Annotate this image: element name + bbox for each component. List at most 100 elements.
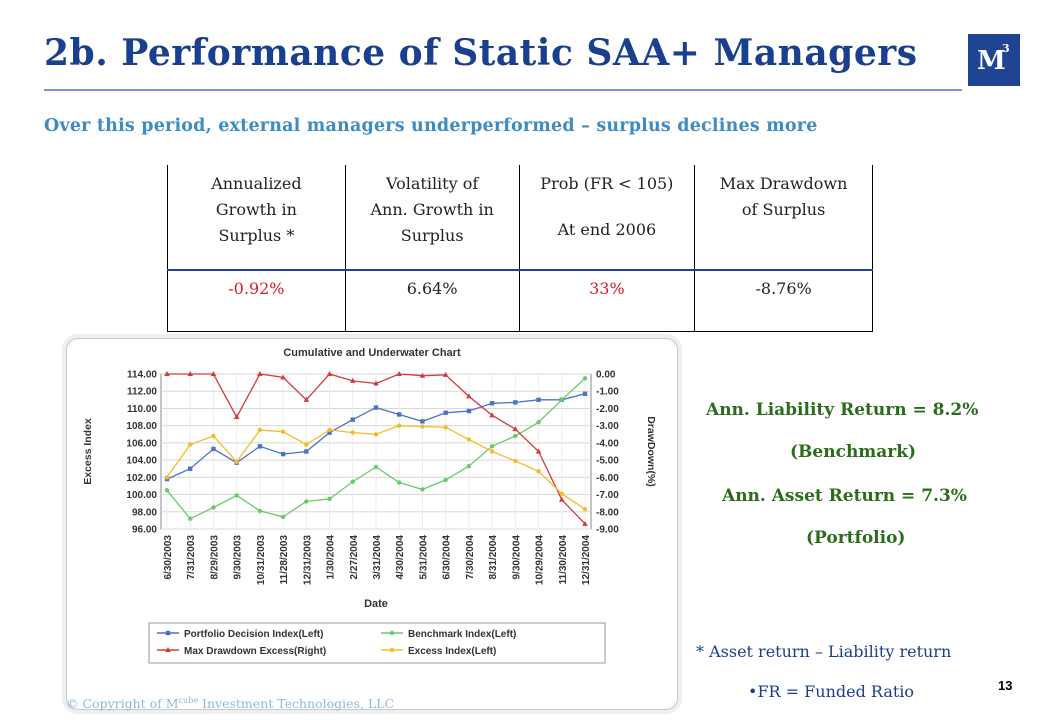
portfolio-decision-index-point bbox=[211, 446, 216, 452]
y-right-axis-label: DrawDown(%) bbox=[645, 416, 657, 487]
max-drawdown-excess-point bbox=[442, 371, 449, 377]
benchmark-index-point bbox=[489, 444, 495, 449]
max-drawdown-excess-point bbox=[582, 520, 588, 526]
excess-index-point bbox=[257, 427, 263, 433]
excess-index-point bbox=[211, 433, 216, 439]
benchmark-index-point bbox=[559, 397, 564, 403]
excess-index-point bbox=[443, 425, 448, 430]
y-left-tick-label: 96.00 bbox=[132, 525, 157, 536]
y-right-tick-label: -2.00 bbox=[596, 404, 619, 415]
max-drawdown-excess-point bbox=[466, 393, 472, 399]
y-left-axis-label: Excess Index bbox=[82, 418, 94, 485]
x-tick-label: 8/31/2004 bbox=[488, 535, 499, 580]
benchmark-index-point bbox=[327, 496, 332, 502]
benchmark-index-point bbox=[397, 480, 402, 485]
y-left-tick-label: 102.00 bbox=[126, 473, 157, 484]
y-right-tick-label: -9.00 bbox=[596, 525, 619, 536]
benchmark-index-point bbox=[373, 464, 379, 470]
benchmark-index-point bbox=[513, 433, 518, 439]
benchmark-index-point bbox=[420, 487, 425, 492]
y-right-tick-label: 0.00 bbox=[596, 370, 616, 381]
excess-index-point bbox=[489, 449, 495, 454]
benchmark-index-point bbox=[350, 479, 355, 484]
asset-return-note: Ann. Asset Return = 7.3% bbox=[722, 486, 967, 506]
company-logo: M 3 bbox=[968, 34, 1020, 86]
benchmark-index-point bbox=[164, 488, 170, 493]
max-drawdown-excess-point bbox=[512, 426, 519, 432]
x-tick-label: 12/31/2004 bbox=[581, 535, 592, 585]
y-right-tick-label: -5.00 bbox=[596, 456, 619, 467]
portfolio-decision-index-point bbox=[397, 412, 402, 417]
excess-index-point bbox=[397, 423, 402, 428]
x-tick-label: 10/29/2004 bbox=[535, 535, 546, 585]
legend-swatch-marker bbox=[165, 630, 171, 636]
max-drawdown-excess-point bbox=[164, 371, 170, 376]
x-tick-label: 6/30/2003 bbox=[163, 535, 174, 580]
chart-legend bbox=[148, 622, 606, 664]
copyright-notice: © Copyright of Mcube Investment Technolo… bbox=[66, 696, 395, 712]
portfolio-decision-index-point bbox=[466, 408, 472, 414]
chart-svg: Cumulative and Underwater Chart 114.00 112… bbox=[82, 347, 657, 664]
y-left-tick-label: 112.00 bbox=[127, 387, 157, 398]
x-tick-label: 12/31/2003 bbox=[302, 535, 313, 585]
x-tick-label: 4/30/2004 bbox=[395, 535, 406, 580]
value-prob-fr: 33% bbox=[518, 270, 696, 332]
excess-index-point bbox=[373, 432, 379, 437]
x-tick-label: 6/30/2004 bbox=[442, 535, 453, 580]
value-annualized-growth: -0.92% bbox=[167, 270, 346, 332]
portfolio-decision-index-point bbox=[420, 419, 425, 424]
header-volatility: Volatility of Ann. Growth in Surplus bbox=[344, 165, 520, 271]
x-tick-label: 2/27/2004 bbox=[349, 535, 360, 580]
portfolio-tag: (Portfolio) bbox=[806, 528, 906, 548]
max-drawdown-excess-point bbox=[280, 374, 286, 380]
legend-swatch-marker bbox=[165, 647, 171, 652]
metrics-table: Annualized Growth in Surplus * Volatility … bbox=[167, 165, 873, 332]
max-drawdown-excess-point bbox=[396, 371, 403, 376]
value-volatility: 6.64% bbox=[344, 270, 520, 332]
metrics-value-row: -0.92% 6.64% 33% -8.76% bbox=[167, 270, 873, 332]
portfolio-decision-index-point bbox=[304, 449, 309, 454]
y-left-tick-label: 114.00 bbox=[127, 370, 157, 381]
excess-index-point bbox=[280, 429, 286, 434]
logo-superscript: 3 bbox=[1002, 42, 1010, 55]
max-drawdown-excess-point bbox=[373, 380, 379, 386]
y-right-tick-label: -3.00 bbox=[596, 421, 619, 432]
header-annualized-growth: Annualized Growth in Surplus * bbox=[167, 165, 346, 271]
y-right-tick-label: -4.00 bbox=[596, 438, 619, 449]
header-prob-fr: Prob (FR < 105) At end 2006 bbox=[518, 165, 696, 271]
cumulative-underwater-chart: Cumulative and Underwater Chart 114.00 112… bbox=[66, 338, 678, 710]
x-tick-label: 9/30/2003 bbox=[233, 535, 244, 580]
portfolio-decision-index-point bbox=[280, 451, 286, 457]
excess-index-point bbox=[513, 458, 518, 464]
benchmark-tag: (Benchmark) bbox=[790, 442, 917, 462]
x-tick-label: 7/31/2003 bbox=[186, 535, 197, 580]
max-drawdown-excess-point bbox=[233, 414, 240, 420]
excess-index-point bbox=[559, 491, 564, 496]
benchmark-index-point bbox=[536, 420, 541, 425]
excess-index-point bbox=[350, 430, 355, 435]
excess-index-point bbox=[420, 424, 425, 429]
max-drawdown-excess-point bbox=[210, 371, 217, 376]
benchmark-index-point bbox=[188, 516, 193, 521]
legend-swatch-marker bbox=[389, 630, 395, 636]
benchmark-index-point bbox=[211, 505, 216, 510]
portfolio-decision-index-point bbox=[257, 444, 263, 449]
legend-label: Excess Index(Left) bbox=[408, 646, 496, 657]
max-drawdown-excess-point bbox=[187, 371, 194, 376]
y-right-tick-label: -6.00 bbox=[596, 473, 619, 484]
excess-index-point bbox=[304, 442, 309, 447]
excess-index-point bbox=[466, 437, 472, 442]
benchmark-index-point bbox=[443, 477, 448, 483]
value-max-drawdown: -8.76% bbox=[694, 270, 873, 332]
max-drawdown-excess-point bbox=[326, 371, 333, 376]
x-tick-label: 10/31/2003 bbox=[256, 535, 267, 585]
liability-return-note: Ann. Liability Return = 8.2% bbox=[706, 400, 979, 420]
max-drawdown-excess-point bbox=[303, 396, 310, 402]
slide-subtitle: Over this period, external managers unde… bbox=[44, 116, 818, 136]
x-tick-label: 3/31/2004 bbox=[372, 535, 383, 580]
benchmark-index-point bbox=[304, 499, 309, 504]
x-tick-label: 8/29/2003 bbox=[209, 535, 220, 580]
title-rule bbox=[44, 89, 962, 91]
portfolio-decision-index-point bbox=[188, 466, 193, 471]
portfolio-decision-index-point bbox=[373, 405, 379, 410]
